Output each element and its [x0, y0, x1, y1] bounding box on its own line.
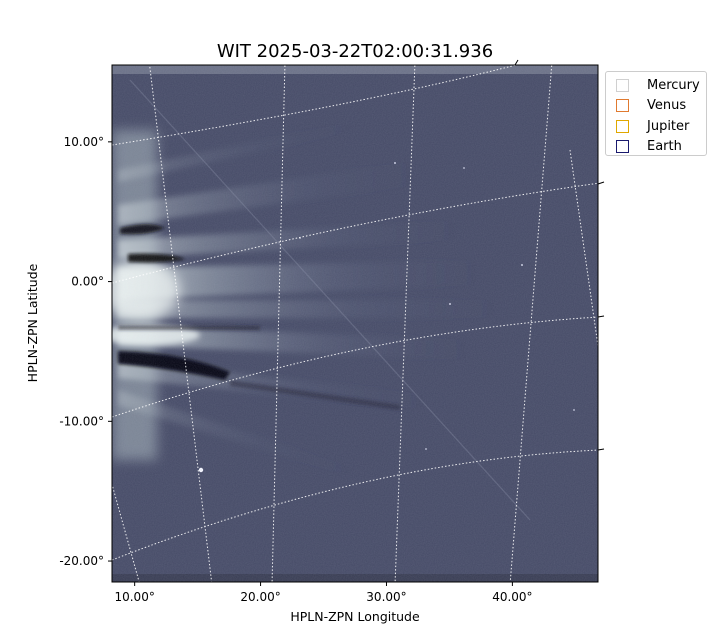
- y-tick-label: 10.00°: [64, 135, 104, 149]
- x-tick-label: 20.00°: [240, 590, 280, 604]
- y-tick-label: -20.00°: [59, 554, 104, 568]
- x-tick-label: 10.00°: [114, 590, 154, 604]
- grid-longitude: [112, 65, 598, 582]
- x-axis-ticks: 10.00° 20.00° 30.00° 40.00°: [114, 582, 533, 604]
- chart-title: WIT 2025-03-22T02:00:31.936: [217, 41, 493, 62]
- legend-item-earth: Earth: [616, 137, 706, 158]
- legend-swatch-venus: [616, 99, 629, 113]
- grid-latitude: [112, 65, 598, 561]
- y-axis-label: HPLN-ZPN Latitude: [25, 263, 40, 382]
- coronagraph-image: [112, 65, 598, 582]
- legend-swatch-mercury: [616, 78, 629, 92]
- y-tick-label: -10.00°: [59, 414, 104, 428]
- legend-item-venus: Venus: [616, 96, 706, 117]
- legend-label-earth: Earth: [647, 139, 682, 155]
- plot-frame: [111, 64, 599, 583]
- legend-swatch-earth: [616, 140, 629, 154]
- x-tick-label: 30.00°: [366, 590, 406, 604]
- legend-label-venus: Venus: [647, 98, 687, 114]
- legend-item-jupiter: Jupiter: [616, 116, 706, 137]
- y-axis-ticks: 10.00° 0.00° -10.00° -20.00°: [59, 135, 112, 568]
- y-tick-label: 0.00°: [71, 275, 104, 289]
- legend: Mercury Venus Jupiter Earth: [605, 71, 707, 156]
- legend-item-mercury: Mercury: [616, 75, 706, 96]
- legend-swatch-jupiter: [616, 119, 629, 133]
- x-axis-label: HPLN-ZPN Longitude: [290, 609, 420, 624]
- legend-label-jupiter: Jupiter: [647, 118, 690, 134]
- x-tick-label: 40.00°: [492, 590, 532, 604]
- legend-label-mercury: Mercury: [647, 77, 700, 93]
